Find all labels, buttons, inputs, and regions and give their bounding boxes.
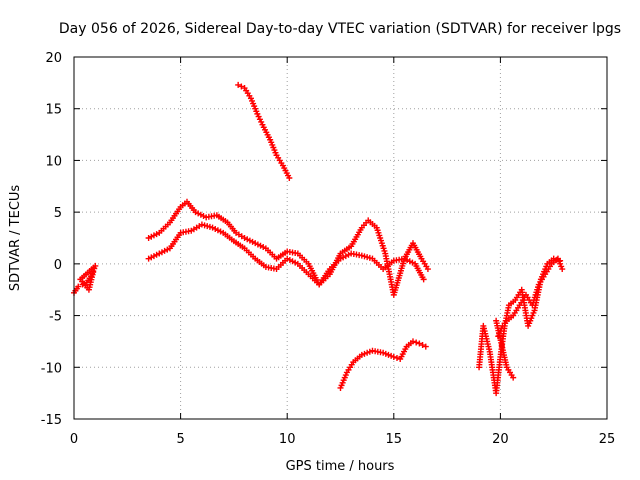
data-point: [422, 343, 429, 350]
y-tick-label: 15: [45, 103, 62, 118]
series-main-band-a: [145, 198, 431, 298]
chart-title: Day 056 of 2026, Sidereal Day-to-day VTE…: [59, 21, 621, 37]
data-marks: [71, 81, 566, 397]
data-point: [413, 339, 420, 346]
x-tick-label: 25: [599, 432, 616, 447]
series-arc-high: [235, 81, 293, 182]
x-tick-label: 20: [492, 432, 509, 447]
data-point: [409, 338, 416, 345]
data-point: [420, 276, 427, 283]
series-late-rise-b: [495, 255, 566, 340]
y-tick-label: 0: [54, 258, 62, 273]
y-tick-label: -10: [41, 361, 62, 376]
x-axis-label: GPS time / hours: [286, 459, 395, 474]
data-point: [510, 374, 517, 381]
series-mid-low: [337, 338, 429, 391]
data-point: [90, 269, 97, 276]
data-point: [390, 353, 397, 360]
x-tick-label: 15: [386, 432, 403, 447]
data-point: [419, 342, 426, 349]
data-point: [424, 266, 431, 273]
data-point: [286, 175, 293, 182]
y-tick-label: 10: [45, 154, 62, 169]
x-tick-label: 5: [176, 432, 184, 447]
series-early: [71, 262, 99, 296]
data-point: [416, 340, 423, 347]
y-tick-label: -15: [41, 413, 62, 428]
y-tick-label: 20: [45, 51, 62, 66]
x-tick-label: 0: [70, 432, 78, 447]
data-point: [393, 354, 400, 361]
plot-frame: [73, 56, 608, 420]
data-point: [75, 283, 82, 290]
series-late-rise: [476, 255, 564, 397]
y-tick-label: -5: [49, 310, 62, 325]
series-main-band-b: [145, 221, 427, 288]
x-tick-label: 10: [279, 432, 296, 447]
y-tick-label: 5: [54, 206, 62, 221]
ticks: 0 5 10 15 20 25 -15 -10 -5 0 5 10 15 20: [41, 51, 616, 447]
y-axis-label: SDTVAR / TECUs: [8, 185, 23, 292]
data-point: [238, 83, 245, 90]
data-point: [559, 266, 566, 273]
grid: [74, 57, 607, 419]
data-point: [235, 81, 242, 88]
